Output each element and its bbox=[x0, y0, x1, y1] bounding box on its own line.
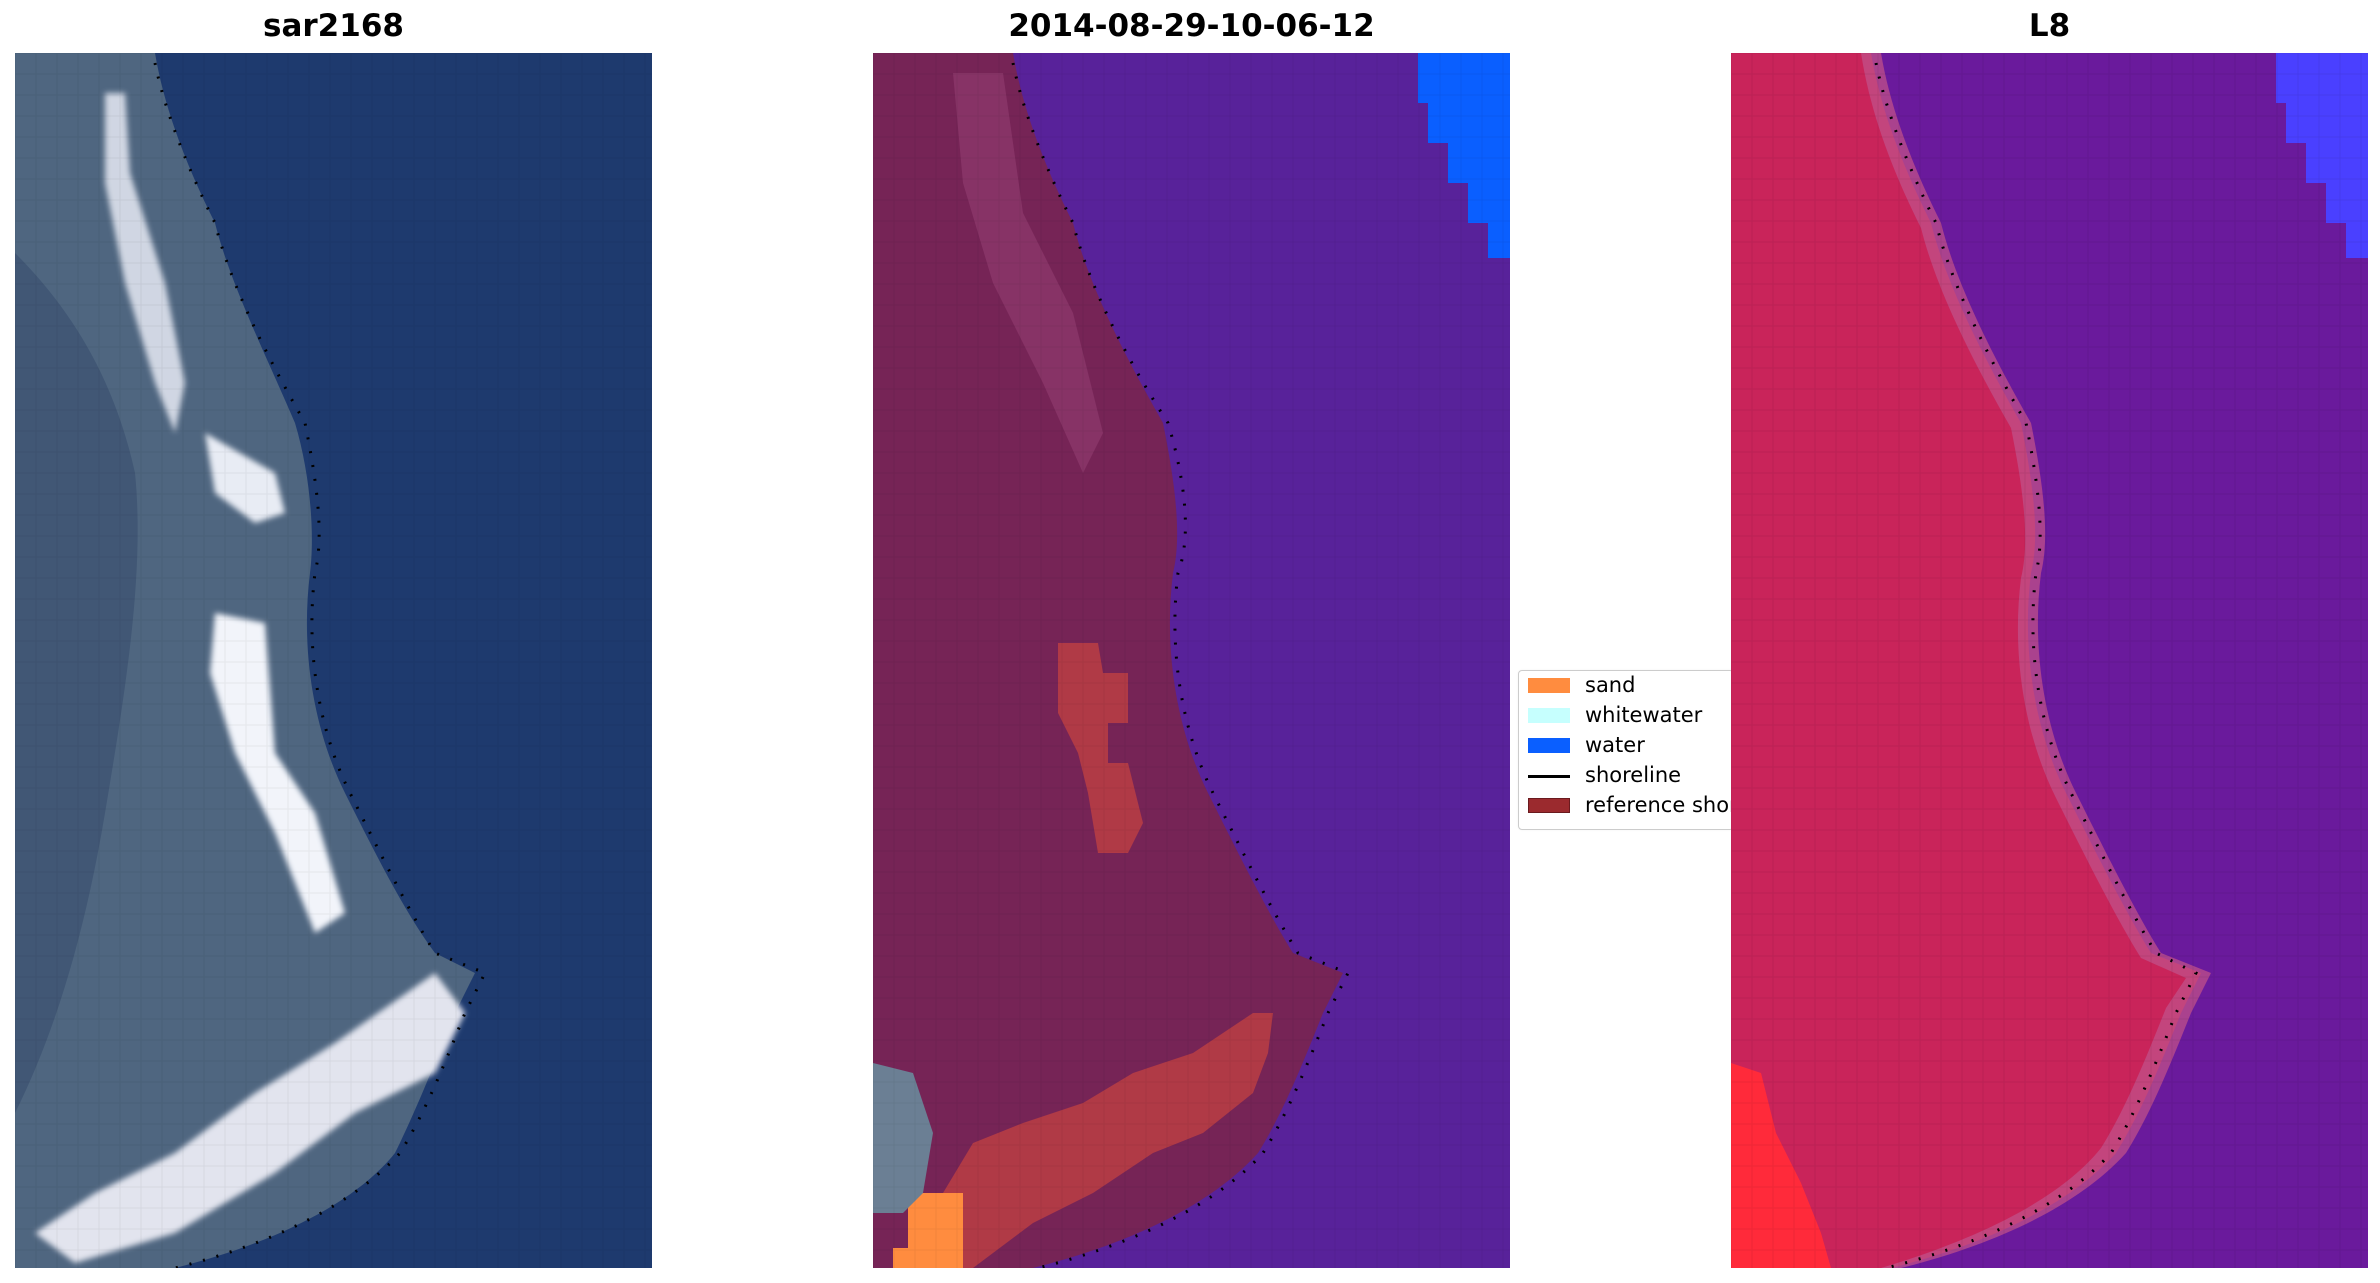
legend-item-water: water bbox=[1519, 731, 1733, 759]
legend-swatch-sand bbox=[1528, 678, 1570, 693]
legend-swatch-water bbox=[1528, 738, 1570, 753]
legend-swatch-reference-shoreline bbox=[1528, 798, 1570, 813]
legend-item-reference-shoreline: reference shoreline bbox=[1519, 791, 1734, 819]
rgb-satellite-image bbox=[15, 53, 652, 1268]
legend-item-whitewater: whitewater bbox=[1519, 701, 1733, 729]
legend-label-reference-shoreline: reference shoreline bbox=[1585, 793, 1734, 817]
l8-false-color-image bbox=[1731, 53, 2368, 1268]
panel-title-l8: L8 bbox=[2028, 8, 2071, 44]
legend-item-shoreline: shoreline bbox=[1519, 761, 1733, 789]
legend-label-shoreline: shoreline bbox=[1585, 763, 1682, 787]
rgb-image-panel bbox=[15, 53, 652, 1268]
legend-swatch-whitewater bbox=[1528, 708, 1570, 723]
panel-title-rgb: sar2168 bbox=[263, 8, 404, 44]
panel-title-classification: 2014-08-29-10-06-12 bbox=[1008, 8, 1375, 44]
legend-line-shoreline bbox=[1528, 775, 1570, 778]
classification-panel bbox=[873, 53, 1510, 1268]
map-legend: sand whitewater water shoreline referenc… bbox=[1518, 670, 1734, 830]
legend-label-whitewater: whitewater bbox=[1585, 703, 1703, 727]
legend-label-sand: sand bbox=[1585, 673, 1636, 697]
classified-image bbox=[873, 53, 1510, 1268]
l8-panel bbox=[1731, 53, 2368, 1268]
legend-label-water: water bbox=[1585, 733, 1645, 757]
legend-item-sand: sand bbox=[1519, 671, 1733, 699]
